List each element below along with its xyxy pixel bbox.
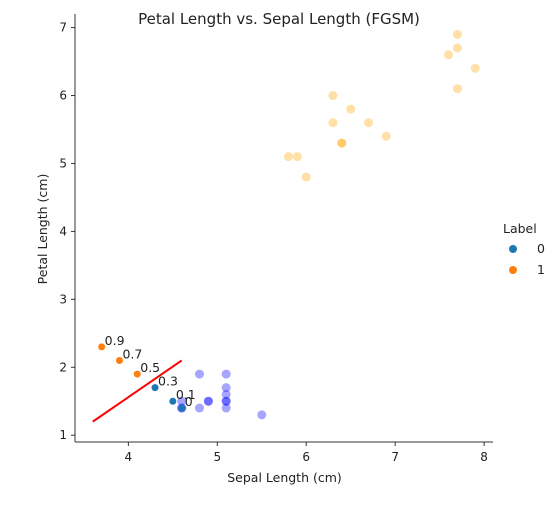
trajectory-point <box>178 404 186 412</box>
background-point-class-1 <box>346 104 356 114</box>
background-point-class-0 <box>195 403 205 413</box>
point-annotation: 0.3 <box>158 374 178 389</box>
x-tick-label: 7 <box>391 450 399 464</box>
background-point-class-0 <box>221 403 231 413</box>
legend-marker <box>509 245 517 253</box>
background-point-class-0 <box>221 369 231 379</box>
trajectory-point <box>98 343 106 351</box>
background-point-class-0 <box>221 389 231 399</box>
y-tick-label: 4 <box>59 224 67 238</box>
legend-label: 1 <box>537 262 545 277</box>
background-point-class-1 <box>328 91 338 101</box>
point-annotation: 0.7 <box>122 346 142 361</box>
y-tick-label: 6 <box>59 89 67 103</box>
point-annotation: 0 <box>185 394 193 409</box>
chart-title: Petal Length vs. Sepal Length (FGSM) <box>138 10 420 28</box>
background-point-class-1 <box>363 118 373 128</box>
x-tick-label: 6 <box>302 450 310 464</box>
point-annotation: 0.5 <box>140 360 160 375</box>
background-point-class-1 <box>301 172 311 182</box>
legend-title: Label <box>503 221 537 236</box>
y-axis-label: Petal Length (cm) <box>35 174 50 285</box>
background-point-class-1 <box>470 63 480 73</box>
point-annotation: 0.9 <box>105 333 125 348</box>
background-point-class-1 <box>337 138 347 148</box>
axes: 4 5 6 7 8 1 2 3 4 5 6 7 <box>59 14 493 464</box>
trajectory-point <box>133 370 141 378</box>
data-marks: 00.10.30.50.70.9 <box>92 29 480 423</box>
background-point-class-0 <box>177 396 187 406</box>
background-point-class-0 <box>221 383 231 393</box>
background-point-class-1 <box>337 138 347 148</box>
background-point-class-0 <box>195 369 205 379</box>
y-tick-label: 1 <box>59 428 67 442</box>
trajectory-point <box>115 356 123 364</box>
background-point-class-1 <box>381 131 391 141</box>
y-tick-label: 3 <box>59 292 67 306</box>
background-point-class-0 <box>221 396 231 406</box>
trajectory-point <box>151 384 159 392</box>
x-tick-label: 4 <box>125 450 133 464</box>
x-tick-label: 5 <box>213 450 221 464</box>
y-tick-label: 2 <box>59 360 67 374</box>
x-axis-label: Sepal Length (cm) <box>227 470 342 485</box>
background-point-class-1 <box>452 43 462 53</box>
background-point-class-1 <box>328 118 338 128</box>
background-point-class-1 <box>292 152 302 162</box>
trend-line <box>92 359 183 423</box>
y-tick-label: 7 <box>59 21 67 35</box>
legend-marker <box>509 266 517 274</box>
background-point-class-0 <box>221 396 231 406</box>
legend-label: 0 <box>537 241 545 256</box>
trajectory-point <box>169 397 177 405</box>
background-point-class-1 <box>283 152 293 162</box>
x-tick-label: 8 <box>480 450 488 464</box>
background-point-class-0 <box>257 410 267 420</box>
background-point-class-0 <box>203 396 213 406</box>
background-point-class-1 <box>444 50 454 60</box>
background-point-class-1 <box>452 29 462 39</box>
background-point-class-1 <box>452 84 462 94</box>
point-annotation: 0.1 <box>176 387 196 402</box>
background-point-class-0 <box>203 396 213 406</box>
y-tick-label: 5 <box>59 156 67 170</box>
